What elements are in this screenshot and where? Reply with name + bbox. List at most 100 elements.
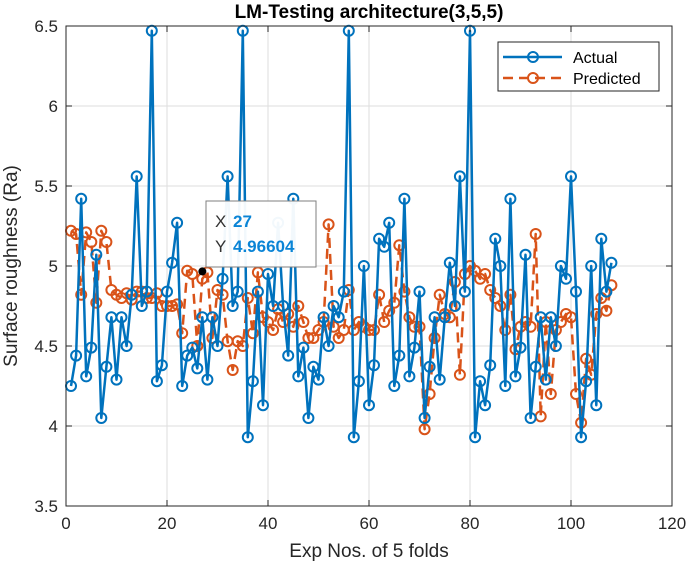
predicted-point — [322, 218, 335, 231]
actual-point — [115, 311, 128, 324]
actual-point — [322, 340, 335, 352]
actual-point — [282, 349, 295, 362]
actual-point — [469, 431, 482, 444]
predicted-point — [479, 268, 492, 280]
legend-actual-marker — [527, 51, 539, 63]
actual-point — [257, 399, 269, 412]
predicted-point — [428, 332, 441, 344]
predicted-point — [378, 316, 391, 328]
actual-point — [251, 285, 264, 298]
data-tip-y-key: Y — [215, 237, 226, 256]
actual-point — [176, 380, 189, 392]
actual-point — [393, 349, 406, 362]
actual-point — [458, 285, 471, 298]
actual-point — [403, 370, 416, 383]
actual-point — [499, 380, 512, 392]
predicted-point — [363, 324, 375, 336]
predicted-point — [494, 300, 507, 312]
actual-point — [75, 192, 88, 205]
actual-point — [575, 431, 588, 444]
actual-point — [302, 412, 315, 424]
actual-point — [549, 340, 562, 352]
actual-point — [580, 375, 593, 388]
predicted-point — [388, 296, 401, 309]
actual-point — [565, 170, 577, 183]
actual-point — [155, 359, 168, 372]
predicted-point — [267, 324, 280, 336]
actual-point — [241, 431, 254, 444]
y-tick-label: 6.5 — [34, 17, 58, 36]
actual-point — [277, 300, 290, 312]
actual-point — [85, 341, 98, 354]
actual-point — [590, 399, 603, 412]
legend-predicted-label: Predicted — [573, 71, 641, 88]
predicted-point — [499, 324, 512, 336]
actual-point — [398, 192, 411, 205]
predicted-point — [226, 364, 239, 376]
y-tick-label: 4.5 — [34, 337, 58, 356]
actual-point — [332, 311, 345, 324]
y-axis-title: Surface roughness (Ra) — [1, 165, 22, 367]
actual-point — [216, 272, 229, 285]
series-layer — [65, 24, 618, 444]
actual-point — [388, 380, 401, 392]
y-tick-label: 3.5 — [34, 497, 58, 516]
actual-point — [140, 285, 153, 298]
actual-point — [438, 311, 451, 324]
actual-point — [135, 300, 148, 312]
actual-point — [529, 360, 542, 373]
actual-point — [120, 340, 133, 352]
chart-title: LM-Testing architecture(3,5,5) — [235, 2, 504, 23]
actual-point — [494, 260, 507, 272]
y-tick-label: 4 — [49, 417, 58, 436]
predicted-point — [408, 320, 421, 333]
predicted-point — [191, 340, 204, 352]
predicted-point — [85, 236, 98, 248]
actual-point — [317, 311, 330, 324]
actual-point — [297, 341, 310, 354]
actual-point — [231, 285, 244, 298]
predicted-point — [176, 327, 189, 340]
actual-point — [605, 256, 618, 269]
actual-point — [514, 341, 527, 354]
predicted-point — [433, 288, 446, 301]
data-tip-box — [205, 200, 317, 268]
actual-point — [554, 260, 567, 272]
actual-point — [489, 232, 502, 245]
actual-point — [125, 288, 138, 301]
data-tip[interactable]: X 27 Y 4.96604 — [198, 200, 317, 276]
actual-point — [206, 311, 219, 324]
actual-point — [448, 300, 461, 312]
actual-point — [221, 170, 234, 183]
predicted-point — [297, 316, 310, 328]
y-tick-label: 5.5 — [34, 177, 58, 196]
y-tick-label: 6 — [49, 97, 58, 116]
predicted-point — [453, 368, 466, 381]
actual-point — [110, 373, 123, 386]
predicted-point — [100, 236, 113, 248]
actual-point — [539, 373, 552, 386]
actual-point — [352, 375, 365, 388]
actual-point — [90, 248, 103, 261]
data-tip-point[interactable] — [198, 267, 207, 276]
actual-point — [347, 431, 360, 444]
actual-point — [585, 260, 598, 272]
actual-point — [327, 300, 340, 312]
actual-point — [292, 370, 305, 383]
actual-point — [186, 341, 199, 354]
actual-point — [509, 370, 522, 383]
actual-point — [307, 360, 320, 373]
predicted-point — [302, 332, 315, 344]
predicted-point — [600, 304, 613, 317]
y-tick-label: 5 — [49, 257, 58, 276]
data-tip-y-value: 4.96604 — [233, 237, 295, 256]
actual-point — [150, 375, 163, 388]
predicted-point — [292, 300, 305, 312]
data-tip-x-value: 27 — [233, 212, 252, 231]
actual-point — [524, 412, 537, 424]
actual-point — [560, 272, 572, 285]
legend-predicted-marker — [527, 72, 539, 84]
predicted-line — [70, 223, 613, 431]
